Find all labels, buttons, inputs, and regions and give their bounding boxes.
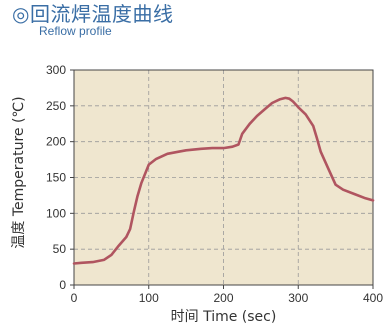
x-tick-label: 0 — [71, 291, 78, 305]
y-tick-label: 0 — [59, 278, 66, 292]
y-tick-label: 200 — [46, 135, 66, 149]
y-tick-label: 100 — [46, 206, 66, 220]
x-tick-label: 300 — [288, 291, 308, 305]
x-axis-label: 时间 Time (sec) — [171, 309, 277, 325]
x-tick-label: 100 — [139, 291, 159, 305]
y-tick-label: 50 — [53, 242, 67, 256]
y-axis-label: 温度 Temperature (℃) — [11, 96, 27, 248]
y-tick-label: 150 — [46, 171, 66, 185]
x-tick-label: 400 — [363, 291, 383, 305]
y-tick-label: 250 — [46, 99, 66, 113]
x-tick-label: 200 — [213, 291, 233, 305]
y-tick-label: 300 — [46, 63, 66, 77]
